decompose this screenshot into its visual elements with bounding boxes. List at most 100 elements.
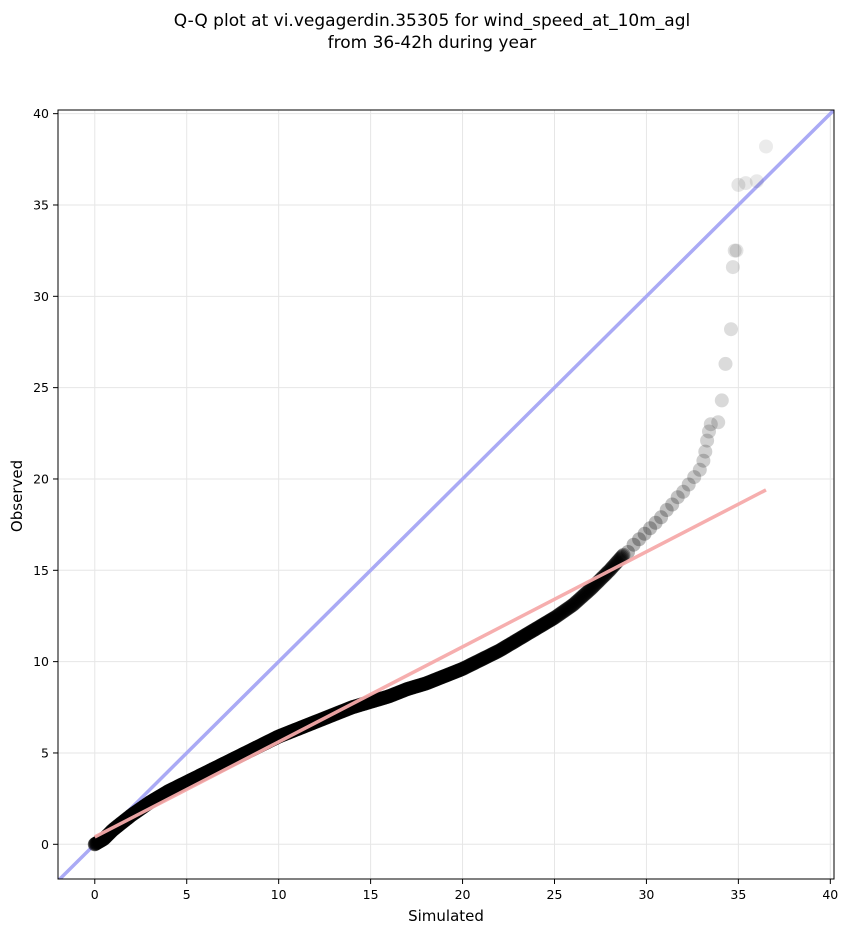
qq-point-505 xyxy=(552,607,567,622)
qq-point-528 xyxy=(573,591,588,606)
qq-point-493 xyxy=(541,614,556,629)
qq-point-410 xyxy=(464,657,479,672)
qq-point-500 xyxy=(547,610,562,625)
qq-point-523 xyxy=(568,595,583,610)
y-tick-label-4: 20 xyxy=(33,471,49,486)
qq-point-480 xyxy=(529,621,544,636)
y-tick-label-8: 40 xyxy=(33,106,49,121)
qq-point-469 xyxy=(519,627,533,642)
x-tick-label-1: 5 xyxy=(183,887,191,902)
qq-point-491 xyxy=(539,615,554,630)
qq-point-539 xyxy=(583,582,598,597)
qq-point-519 xyxy=(565,598,579,613)
qq-point-487 xyxy=(535,617,550,632)
qq-point-428 xyxy=(481,649,496,664)
qq-point-459 xyxy=(509,633,524,648)
qq-point-450 xyxy=(501,638,516,653)
qq-point-457 xyxy=(508,634,522,649)
chart-title-line2: from 36-42h during year xyxy=(328,33,537,53)
qq-point-514 xyxy=(560,601,575,616)
qq-point-438 xyxy=(490,644,505,659)
qq-point-483 xyxy=(531,620,546,635)
qq-point-472 xyxy=(521,626,536,641)
qq-point-427 xyxy=(480,649,495,664)
qq-point-409 xyxy=(463,657,478,672)
qq-point-461 xyxy=(511,632,526,647)
qq-point-504 xyxy=(551,608,566,623)
qq-point-466 xyxy=(516,629,531,644)
qq-point-474 xyxy=(523,625,538,639)
qq-tail-point-12 xyxy=(687,470,702,485)
qq-point-425 xyxy=(478,650,493,665)
qq-point-465 xyxy=(515,630,530,644)
qq-tail-point-0 xyxy=(621,545,635,559)
qq-point-533 xyxy=(577,587,592,602)
chart-title-line1: Q-Q plot at vi.vegagerdin.35305 for wind… xyxy=(174,11,690,31)
qq-point-426 xyxy=(479,650,494,665)
qq-tail-point-13 xyxy=(692,462,707,477)
qq-point-535 xyxy=(579,585,594,600)
qq-point-441 xyxy=(493,643,508,658)
qq-point-462 xyxy=(512,631,527,646)
qq-point-463 xyxy=(513,631,528,646)
qq-point-458 xyxy=(508,633,523,648)
qq-tail-point-28 xyxy=(749,174,764,189)
qq-point-437 xyxy=(489,645,504,659)
qq-point-529 xyxy=(574,590,589,605)
qq-tail-point-10 xyxy=(676,484,691,499)
x-tick-label-8: 40 xyxy=(822,887,838,902)
y-axis-label: Observed xyxy=(8,460,26,532)
qq-point-407 xyxy=(462,658,476,673)
qq-point-451 xyxy=(502,637,517,652)
qq-tail-point-1 xyxy=(626,537,641,552)
reference-lines xyxy=(58,110,834,879)
y-tick-label-3: 15 xyxy=(33,563,49,578)
qq-point-453 xyxy=(504,636,519,651)
y-tick-label-6: 30 xyxy=(33,289,49,304)
qq-point-502 xyxy=(549,609,564,624)
qq-tail-point-19 xyxy=(711,415,726,430)
qq-point-573 xyxy=(614,549,629,564)
qq-point-456 xyxy=(507,634,521,649)
qq-point-455 xyxy=(506,635,521,650)
qq-tail-point-21 xyxy=(718,356,733,371)
qq-tail-point-11 xyxy=(681,477,696,492)
qq-point-575 xyxy=(616,547,631,562)
qq-tail-point-5 xyxy=(648,515,663,530)
qq-point-513 xyxy=(559,602,574,617)
qq-tail-point-18 xyxy=(703,417,718,432)
qq-point-531 xyxy=(576,589,590,603)
qq-tail-point-24 xyxy=(727,243,742,258)
qq-point-525 xyxy=(570,593,585,608)
qq-point-512 xyxy=(558,603,573,618)
x-axis-label: Simulated xyxy=(408,907,484,925)
qq-tail-point-20 xyxy=(714,393,729,408)
qq-point-503 xyxy=(550,608,565,623)
qq-point-415 xyxy=(469,655,484,670)
qq-tail-point-15 xyxy=(698,444,713,459)
qq-point-416 xyxy=(470,654,485,669)
qq-point-475 xyxy=(524,624,539,639)
qq-point-434 xyxy=(486,646,501,661)
qq-tail-point-29 xyxy=(759,139,773,154)
qq-point-402 xyxy=(457,661,472,675)
qq-point-484 xyxy=(532,619,547,634)
qq-point-454 xyxy=(505,636,520,650)
x-tick-label-2: 10 xyxy=(271,887,287,902)
qq-point-405 xyxy=(460,659,475,674)
qq-point-508 xyxy=(554,605,569,620)
identity-line xyxy=(58,110,834,879)
qq-tail-point-25 xyxy=(729,243,744,258)
qq-point-444 xyxy=(496,641,510,656)
y-tick-label-1: 5 xyxy=(41,745,49,760)
qq-point-476 xyxy=(525,623,540,638)
qq-point-424 xyxy=(477,651,492,665)
qq-point-537 xyxy=(581,584,596,598)
qq-point-414 xyxy=(468,655,483,670)
fit-line xyxy=(93,488,767,839)
qq-point-486 xyxy=(534,618,549,633)
x-tick-label-7: 35 xyxy=(730,887,746,902)
qq-point-418 xyxy=(472,653,487,668)
qq-tail-point-16 xyxy=(700,433,715,448)
